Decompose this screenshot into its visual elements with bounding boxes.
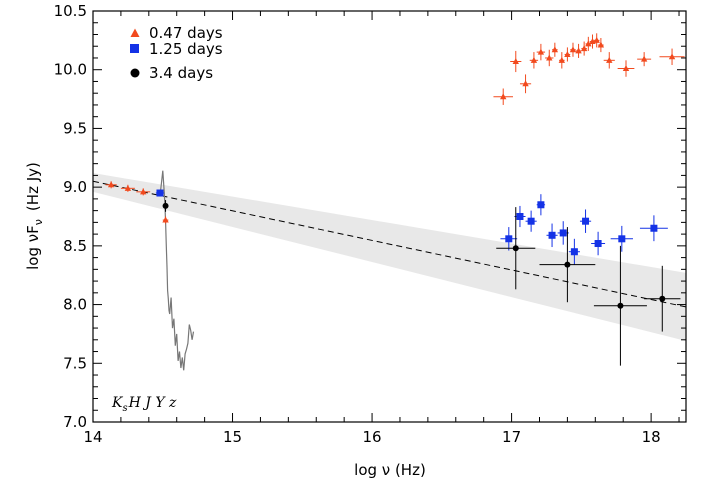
data-point-square — [537, 201, 545, 209]
data-point-square — [505, 235, 513, 243]
y-tick-label: 7.5 — [63, 354, 87, 372]
data-point-circle — [617, 302, 624, 309]
data-point-triangle — [551, 46, 559, 53]
data-point-triangle — [162, 216, 169, 223]
data-point-circle — [659, 295, 666, 302]
band-k-sub: s — [122, 403, 127, 414]
y-tick-label: 8.5 — [63, 237, 87, 255]
data-point-triangle — [140, 188, 147, 195]
data-point-square — [582, 217, 590, 225]
y-axis-title: log νFν (Hz Jy) — [24, 162, 45, 270]
data-point-triangle — [500, 93, 507, 100]
data-point-triangle — [622, 65, 630, 72]
data-point-triangle — [558, 56, 566, 63]
band-annotation: KsH J Y z — [111, 395, 177, 414]
data-point-square — [516, 213, 524, 220]
y-tick-label: 10.5 — [54, 2, 87, 20]
band-rest: H J Y z — [128, 395, 177, 411]
plot-area — [93, 33, 686, 371]
data-point-square — [650, 224, 658, 232]
data-point-triangle — [668, 53, 676, 60]
x-axis-title: log ν (Hz) — [354, 461, 426, 479]
legend-marker-circle — [130, 68, 140, 78]
series-square — [155, 189, 668, 265]
data-point-triangle — [585, 40, 592, 47]
data-point-triangle — [564, 50, 571, 57]
data-point-square — [156, 189, 164, 197]
data-point-square — [570, 248, 578, 256]
data-point-square — [527, 217, 535, 225]
y-tick-label: 8.0 — [63, 296, 87, 314]
data-point-square — [559, 229, 567, 237]
data-point-triangle — [593, 36, 600, 43]
data-point-circle — [512, 245, 519, 252]
x-tick-label: 14 — [83, 428, 102, 446]
legend-label-125: 1.25 days — [149, 40, 223, 58]
data-point-triangle — [107, 181, 115, 188]
y-axis-title-main: log νF — [24, 225, 42, 270]
data-point-circle — [162, 202, 169, 209]
optical-spectrum — [159, 170, 195, 371]
legend-label-34: 3.4 days — [149, 64, 213, 82]
x-tick-label: 18 — [642, 428, 661, 446]
data-point-triangle — [530, 56, 538, 63]
legend-marker-square — [130, 44, 139, 53]
legend: 0.47 days 1.25 days 3.4 days — [130, 24, 223, 82]
data-point-square — [618, 235, 626, 243]
data-point-triangle — [580, 45, 588, 52]
plot-content — [93, 33, 686, 371]
data-point-square — [548, 231, 556, 239]
x-tick-label: 17 — [502, 428, 521, 446]
axis-ticks: 14 15 16 17 18 7.0 7.5 8.0 8.5 9.0 9.5 10.0 10.5 — [54, 2, 686, 446]
x-tick-label: 16 — [363, 428, 382, 446]
y-tick-label: 7.0 — [63, 413, 87, 431]
data-point-triangle — [569, 46, 577, 53]
series-triangle — [105, 33, 685, 224]
fit-line — [93, 180, 686, 308]
data-point-triangle — [575, 47, 582, 54]
band-k: K — [111, 395, 124, 411]
y-tick-label: 9.5 — [63, 119, 87, 137]
legend-marker-triangle — [130, 28, 140, 37]
data-point-triangle — [640, 55, 648, 62]
y-tick-label: 10.0 — [54, 61, 87, 79]
y-axis-title-unit: (Hz Jy) — [24, 162, 42, 211]
plot-frame — [92, 10, 687, 423]
legend-label-047: 0.47 days — [149, 24, 223, 42]
series-circle — [162, 200, 681, 366]
data-point-triangle — [537, 48, 545, 55]
y-tick-label: 9.0 — [63, 178, 87, 196]
data-point-triangle — [546, 54, 553, 61]
data-point-triangle — [606, 56, 613, 63]
uncertainty-band — [93, 173, 686, 341]
data-point-circle — [564, 261, 571, 268]
data-point-triangle — [597, 41, 605, 48]
x-tick-label: 15 — [223, 428, 242, 446]
data-point-triangle — [512, 57, 519, 64]
data-point-triangle — [522, 80, 529, 87]
data-point-square — [594, 240, 602, 248]
y-axis-title-sub: ν — [32, 219, 45, 225]
data-point-triangle — [124, 184, 132, 191]
